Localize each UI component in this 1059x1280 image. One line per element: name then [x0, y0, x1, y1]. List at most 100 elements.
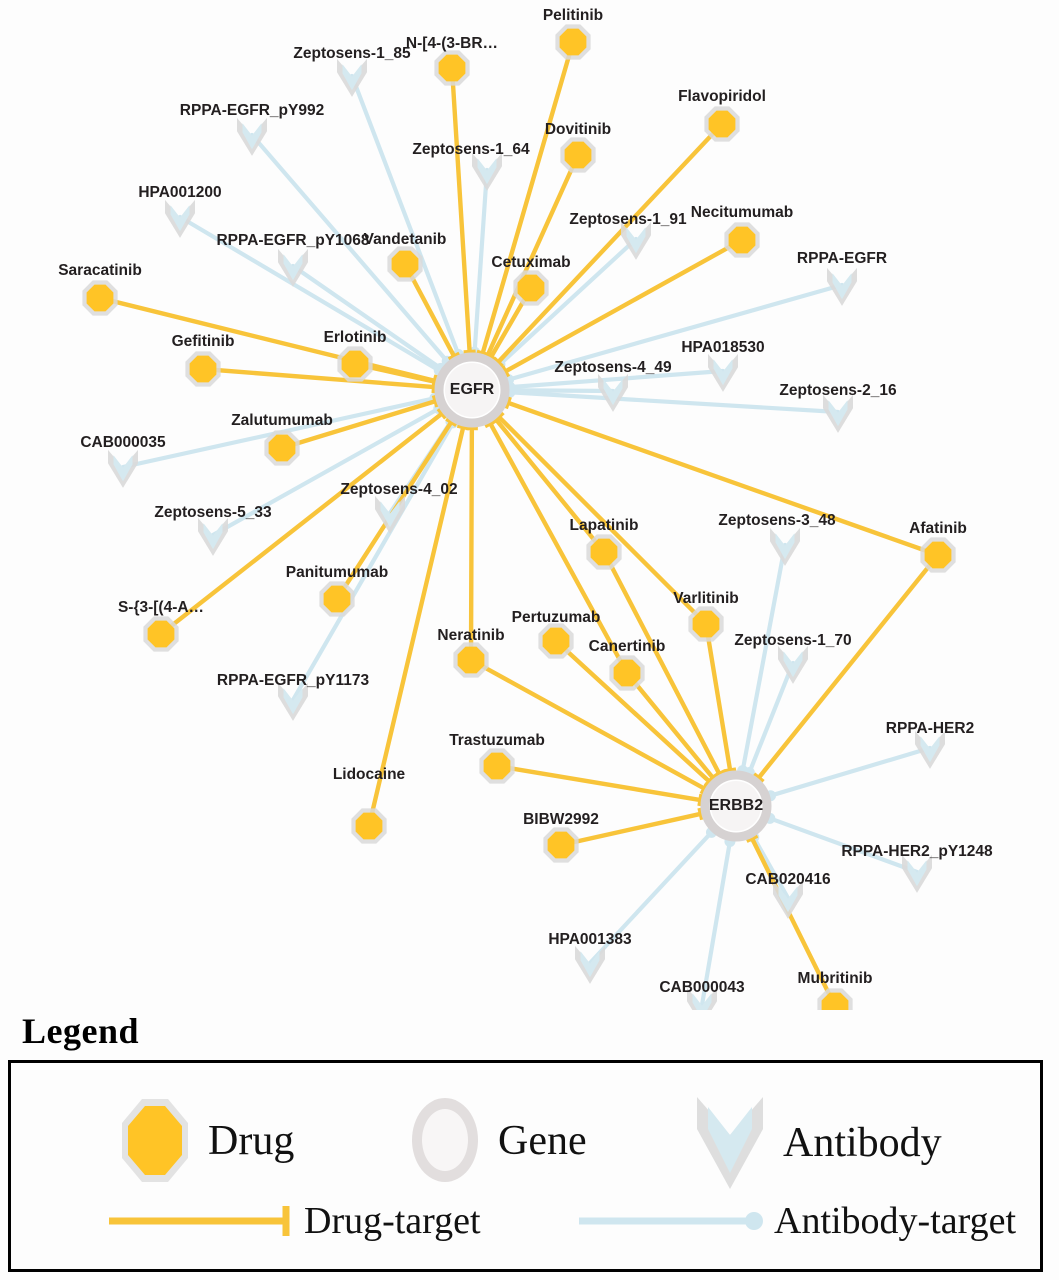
antibody-node[interactable]	[472, 152, 502, 191]
drug-node[interactable]	[704, 106, 740, 142]
node-label: Zeptosens-5_33	[154, 504, 272, 521]
antibody-node[interactable]	[278, 682, 308, 721]
drug-node[interactable]	[724, 222, 760, 258]
drug-node[interactable]	[817, 988, 853, 1010]
edge	[158, 407, 448, 637]
node-label: Zeptosens-1_85	[293, 45, 411, 62]
node-label: Zeptosens-4_49	[554, 359, 672, 376]
drug-node[interactable]	[586, 534, 622, 570]
legend-item-antibody-target: Antibody-target	[576, 1201, 1016, 1241]
drug-node[interactable]	[513, 270, 549, 306]
legend-item-antibody: Antibody	[691, 1093, 942, 1193]
drug-node[interactable]	[688, 606, 724, 642]
edge	[745, 833, 838, 1009]
node-label: Lapatinib	[570, 517, 639, 534]
edge	[503, 396, 941, 558]
antibody-node[interactable]	[621, 221, 651, 260]
antibody-node[interactable]	[237, 117, 267, 156]
nodes-layer[interactable]	[82, 24, 956, 1010]
node-label: RPPA-EGFR_pY1173	[217, 672, 370, 689]
antibody-node[interactable]	[278, 248, 308, 287]
edge	[465, 425, 478, 663]
drug-node[interactable]	[560, 137, 596, 173]
drug-node[interactable]	[543, 827, 579, 863]
edges-layer	[97, 39, 941, 1009]
graph-svg[interactable]: Zeptosens-1_85 RPPA-EGFR_pY992 Zeptosens-1…	[0, 0, 1059, 1010]
edge	[469, 167, 490, 358]
drug-node[interactable]	[82, 280, 118, 316]
ring-icon	[412, 1098, 478, 1182]
edge	[493, 411, 709, 627]
legend-label-antibody: Antibody	[783, 1120, 942, 1166]
node-label: HPA001200	[138, 184, 221, 201]
drug-node[interactable]	[920, 537, 956, 573]
drug-node[interactable]	[337, 346, 373, 382]
node-label: Cetuximab	[491, 254, 570, 271]
legend-edge-row: Drug-target Antibody-target	[11, 1193, 1040, 1263]
gene-node[interactable]	[700, 770, 772, 842]
antibody-node[interactable]	[773, 880, 803, 919]
drug-node[interactable]	[453, 642, 489, 678]
drug-node[interactable]	[351, 808, 387, 844]
node-label: Panitumumab	[286, 564, 388, 581]
antibody-node[interactable]	[375, 495, 405, 534]
drug-node[interactable]	[479, 748, 515, 784]
drug-node[interactable]	[555, 24, 591, 60]
antibody-node[interactable]	[108, 449, 138, 488]
drug-node[interactable]	[143, 616, 179, 652]
chevron-icon	[697, 1097, 763, 1189]
antibody-node[interactable]	[165, 199, 195, 238]
legend-item-drug: Drug	[116, 1093, 294, 1188]
drug-node[interactable]	[387, 246, 423, 282]
legend-item-drug-target: Drug-target	[106, 1201, 481, 1241]
node-label: RPPA-EGFR_pY1068	[216, 232, 369, 249]
drug-node[interactable]	[264, 430, 300, 466]
node-label: CAB000035	[80, 434, 166, 451]
legend-label-drug: Drug	[208, 1117, 295, 1164]
antibody-node[interactable]	[915, 730, 945, 769]
edge	[279, 394, 440, 451]
node-label: BIBW2992	[523, 811, 599, 828]
node-label: Zeptosens-4_02	[340, 481, 457, 498]
drug-node[interactable]	[538, 623, 574, 659]
legend: Legend Drug Gene	[0, 1010, 1059, 1280]
node-label: CAB020416	[745, 871, 831, 888]
edge	[468, 657, 710, 795]
edge	[764, 745, 933, 802]
node-label: Zeptosens-2_16	[779, 382, 897, 399]
graph-canvas[interactable]: Zeptosens-1_85 RPPA-EGFR_pY992 Zeptosens-1…	[0, 0, 1059, 1010]
node-label: Zalutumumab	[231, 412, 333, 429]
drug-node[interactable]	[434, 50, 470, 86]
antibody-node[interactable]	[770, 527, 800, 566]
node-label: CAB000043	[659, 979, 745, 996]
antibody-node[interactable]	[337, 58, 367, 97]
node-label: Dovitinib	[545, 121, 611, 138]
labels-layer: Zeptosens-1_85 RPPA-EGFR_pY992 Zeptosens-1…	[58, 7, 993, 996]
antibody-node[interactable]	[823, 394, 853, 433]
antibody-node[interactable]	[198, 517, 228, 556]
node-label: Neratinib	[437, 627, 504, 644]
antibody-node[interactable]	[827, 267, 857, 306]
edge	[752, 552, 941, 784]
node-label: Pelitinib	[543, 7, 603, 24]
node-label: Flavopiridol	[678, 88, 766, 105]
legend-item-gene: Gene	[406, 1093, 587, 1188]
drug-node[interactable]	[609, 655, 645, 691]
drug-node[interactable]	[185, 351, 221, 387]
drug-target-edge-icon	[109, 1206, 290, 1236]
node-label: HPA001383	[548, 931, 632, 948]
antibody-node[interactable]	[778, 645, 808, 684]
antibody-node[interactable]	[902, 854, 932, 893]
node-label: Afatinib	[909, 520, 967, 537]
antibody-node[interactable]	[687, 987, 717, 1010]
node-label: Zeptosens-1_64	[412, 141, 530, 158]
gene-node[interactable]	[434, 352, 510, 428]
drug-node[interactable]	[319, 581, 355, 617]
antibody-node[interactable]	[708, 353, 738, 392]
node-label: Zeptosens-1_91	[569, 211, 687, 228]
antibody-target-edge-icon	[579, 1212, 763, 1230]
antibody-node[interactable]	[598, 373, 628, 412]
gene-label: EGFR	[450, 381, 495, 398]
node-label: S-{3-[(4-A…	[118, 599, 204, 616]
antibody-node[interactable]	[575, 945, 605, 984]
